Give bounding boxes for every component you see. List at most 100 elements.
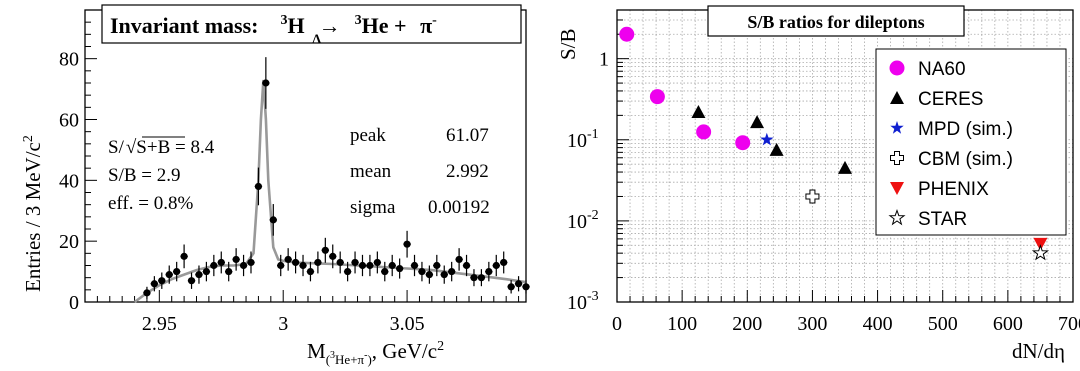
mass-data-point	[150, 276, 159, 292]
sb-y-tick-exponent: -1	[587, 127, 599, 142]
mass-data-point	[247, 251, 255, 274]
sb-x-tick-label: 700	[1058, 313, 1080, 335]
sb-legend-label: CBM (sim.)	[918, 149, 1013, 170]
sb-point-triangle-up	[838, 160, 852, 174]
mass-data-point	[202, 261, 211, 282]
peak-value: 61.07	[446, 125, 489, 146]
peak-label: peak	[350, 125, 386, 146]
mass-data-point	[217, 251, 225, 274]
mass-chart: 2.95 3 3.05 0 20 40 60 80 Invariant mass: 3H → 3H…	[21, 4, 530, 367]
sb-point-circle	[696, 124, 712, 140]
mass-data-point	[522, 280, 530, 294]
mass-data-point	[143, 286, 151, 299]
mass-data-point	[336, 251, 344, 274]
mass-data-point	[232, 248, 240, 271]
sb-legend: NA60 CERES MPD (sim.) CBM (sim.) PHENIX STAR	[888, 59, 1013, 230]
mass-data-point	[433, 254, 441, 277]
sb-data-points	[619, 26, 1050, 261]
sb-x-tick-label: 100	[667, 313, 697, 335]
mass-data-point	[351, 251, 359, 274]
mass-data-points	[143, 57, 530, 299]
mass-y-tick-labels: 0 20 40 60 80	[59, 49, 79, 314]
sb-legend-label: PHENIX	[918, 179, 989, 200]
mass-data-point	[224, 261, 233, 282]
mass-y-tick-label: 40	[59, 170, 79, 192]
mass-fit-curve-group	[133, 79, 527, 304]
sb-legend-marker	[890, 121, 904, 134]
sb-legend-box	[875, 48, 1067, 236]
mass-data-point	[269, 204, 277, 236]
mass-data-point	[403, 230, 411, 258]
mass-x-tick-label: 3.05	[390, 313, 425, 335]
mass-title: Invariant mass: 3H → 3He + π-	[110, 13, 437, 38]
mass-title-lambda: Λ	[312, 31, 322, 46]
mass-data-point	[284, 248, 292, 271]
mass-data-point	[321, 237, 330, 263]
eff-label: eff. = 0.8%	[108, 193, 193, 214]
sb-x-tick-label: 200	[732, 313, 762, 335]
mass-data-point	[299, 254, 307, 277]
mass-data-point	[195, 265, 203, 284]
sb-axis-ticks	[616, 19, 1074, 303]
mass-data-point	[514, 276, 523, 292]
mass-data-point	[440, 265, 448, 284]
mass-y-tick-label: 20	[59, 231, 79, 253]
sb-y-tick-label: 10	[567, 130, 587, 152]
sb-point-circle	[619, 26, 635, 42]
mass-data-point	[447, 261, 456, 282]
mass-data-point	[373, 251, 382, 274]
sb-y-tick-label: 1	[599, 49, 609, 71]
sb-legend-marker	[889, 60, 905, 76]
mass-data-point	[492, 254, 500, 277]
sb-y-tick-exponent: -2	[587, 208, 599, 223]
sb-point-circle	[735, 135, 751, 151]
mass-x-tick-label: 3	[278, 313, 288, 335]
sb-legend-label: CERES	[918, 89, 983, 110]
mass-data-point	[381, 261, 389, 282]
sigma-value: 0.00192	[428, 197, 490, 218]
mass-data-point	[165, 265, 173, 284]
sb-point-triangle-up	[769, 142, 784, 156]
sb-legend-label: MPD (sim.)	[918, 119, 1013, 140]
sb-x-tick-label: 0	[612, 313, 622, 335]
mass-data-point	[507, 280, 515, 294]
mean-label: mean	[350, 161, 392, 182]
mass-x-tick-label: 2.95	[142, 313, 177, 335]
sb-point-triangle-up	[750, 115, 765, 129]
mass-data-point	[395, 258, 404, 279]
sb-x-tick-label: 500	[928, 313, 958, 335]
mass-data-point	[172, 261, 181, 282]
sb-label: S/B = 2.9	[108, 165, 180, 186]
sb-point-star	[760, 132, 774, 146]
sb-x-tick-label: 400	[863, 313, 893, 335]
sb-chart: 0100200300400500600700 10-310-210-11 S/B…	[556, 5, 1080, 363]
mass-data-point	[277, 254, 285, 277]
sb-legend-marker	[890, 151, 904, 165]
mass-data-point	[455, 248, 463, 271]
mass-data-point	[462, 254, 471, 277]
sb-y-tick-label: 10	[567, 211, 587, 233]
mass-y-tick-label: 60	[59, 110, 79, 132]
mass-axis-ticks	[85, 21, 520, 303]
sb-legend-marker	[890, 91, 904, 104]
mass-data-point	[477, 269, 486, 287]
mass-data-point	[239, 254, 248, 277]
sb-y-tick-exponent: -3	[587, 289, 599, 304]
mass-data-point	[500, 251, 508, 274]
sb-x-axis-title: dN/dη	[1012, 339, 1065, 363]
sb-legend-label: NA60	[918, 59, 966, 80]
mass-data-point	[470, 269, 478, 287]
mass-data-point	[158, 272, 166, 289]
mass-data-point	[314, 251, 322, 274]
sb-y-tick-labels: 10 -310 -210 -11	[567, 49, 609, 314]
sb-point-open-star	[1031, 244, 1050, 261]
sb-title: S/B ratios for dileptons	[747, 12, 924, 32]
sb-title-box	[707, 5, 965, 37]
mass-data-point	[485, 261, 493, 282]
mass-y-tick-label: 0	[69, 292, 79, 314]
mass-data-point	[329, 244, 337, 269]
mass-data-point	[180, 244, 188, 269]
sb-point-triangle-up	[691, 105, 706, 119]
sb-y-axis-title: S/B	[556, 28, 580, 60]
mass-data-point	[366, 254, 374, 277]
